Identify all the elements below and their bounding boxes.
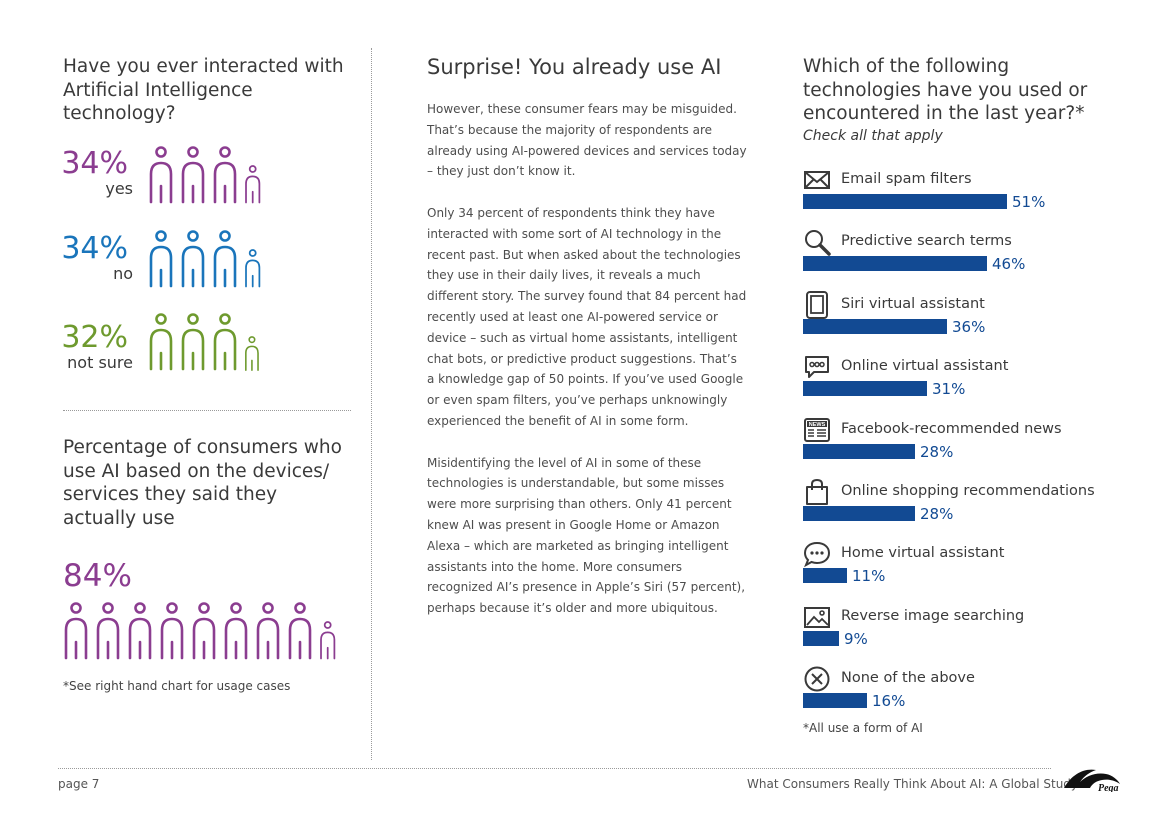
chart-footnote: *All use a form of AI [803,721,923,735]
person-icon [160,602,184,660]
person-icon [181,230,205,288]
pega-logo: Pega [1062,762,1122,796]
stat-yes: 34% yes [58,148,133,198]
bar-label: None of the above [841,670,975,687]
person-icon [256,602,280,660]
bar [803,256,987,272]
question-title: Have you ever interacted with Artificial… [63,56,344,124]
bar [803,506,915,521]
chart-row: Online shopping recommendations 28% [803,478,1143,530]
left-footnote: *See right hand chart for usage cases [63,679,291,693]
person-icon [213,146,237,204]
bar-label: Siri virtual assistant [841,295,985,312]
person-icon [320,621,336,660]
person-icon [149,230,173,288]
chart-row: NEWS Facebook-recommended news 28% [803,416,1143,468]
page-number: page 7 [58,777,100,791]
stat-not-sure: 32% not sure [58,322,133,372]
svg-text:NEWS: NEWS [809,422,826,428]
person-icon [245,249,261,288]
bar [803,443,915,459]
stat-no-percent: 34% [61,231,128,266]
paragraph: Only 34 percent of respondents think the… [427,205,747,428]
speech-bubble-icon [803,540,831,568]
stat-no-label: no [113,264,133,283]
person-icon [96,602,120,660]
paragraph: Misidentifying the level of AI in some o… [427,455,746,616]
bar-value-label: 28% [920,442,954,461]
stat-yes-label: yes [105,179,133,198]
stat-not-sure-label: not sure [67,353,133,372]
x-circle-icon [803,665,831,693]
person-icon [245,165,261,204]
chart-subtitle: Check all that apply [803,128,943,144]
bar [803,381,927,397]
study-title: What Consumers Really Think About AI: A … [747,777,1079,791]
person-icon [192,602,216,660]
bar-value-label: 31% [932,380,966,399]
chart-title: Which of the following technologies have… [803,56,1088,124]
chart-row: Predictive search terms 46% [803,228,1143,280]
bar-value-label: 36% [952,317,986,336]
envelope-icon [803,166,831,194]
bar-label: Reverse image searching [841,607,1025,624]
bar-value-label: 46% [992,255,1026,274]
chart-row: Email spam filters 51% [803,166,1143,218]
person-icon [181,146,205,204]
person-icon [245,335,259,371]
left-divider [63,410,351,411]
person-icon [128,602,152,660]
bar-label: Email spam filters [841,171,972,187]
person-icon [213,313,237,371]
logo-text: Pega [1098,783,1119,792]
bar-value-label: 11% [852,567,886,586]
stat-not-sure-percent: 32% [61,320,128,355]
person-icon [213,230,237,288]
people-icons-usage [63,602,336,660]
usage-percent: 84% [63,558,132,594]
middle-title: Surprise! You already use AI [427,55,722,79]
bar [803,194,1007,209]
bar-label: Online virtual assistant [841,358,1009,375]
bar-label: Online shopping recommendations [841,483,1095,499]
bar [803,568,847,584]
tablet-icon [803,290,831,319]
people-icons-yes [148,146,261,204]
shopping-bag-icon [803,478,831,506]
image-icon [803,603,831,631]
bar [803,693,867,709]
magnifier-icon [803,228,831,257]
people-icons-not-sure [148,313,260,371]
people-icons-no [148,230,261,288]
bar-value-label: 9% [844,629,868,648]
stat-no: 34% no [58,233,133,283]
footer-divider [58,768,1051,769]
person-icon [288,602,312,660]
person-icon [224,602,248,660]
bar-value-label: 51% [1012,193,1046,211]
person-icon [149,146,173,204]
chat-bubble-icon [803,353,831,381]
column-divider [371,48,372,760]
person-icon [64,602,88,660]
news-icon: NEWS [803,416,831,444]
bar-label: Home virtual assistant [841,545,1005,562]
chart-row: Home virtual assistant 11% [803,540,1143,592]
bar-value-label: 28% [920,505,954,523]
chart-row: Reverse image searching 9% [803,603,1143,655]
bar [803,318,947,334]
chart-row: Online virtual assistant 31% [803,353,1143,405]
stat-yes-percent: 34% [61,146,128,181]
chart-row: None of the above 16% [803,665,1143,717]
chart-row: Siri virtual assistant 36% [803,290,1143,343]
middle-body: However, these consumer fears may be mis… [427,99,747,640]
usage-title: Percentage of consumers who use AI based… [63,437,342,529]
bar [803,630,839,646]
bar-value-label: 16% [872,692,906,711]
person-icon [149,313,173,371]
bar-label: Predictive search terms [841,233,1012,250]
person-icon [181,313,205,371]
paragraph: However, these consumer fears may be mis… [427,102,747,179]
bar-label: Facebook-recommended news [841,420,1062,437]
